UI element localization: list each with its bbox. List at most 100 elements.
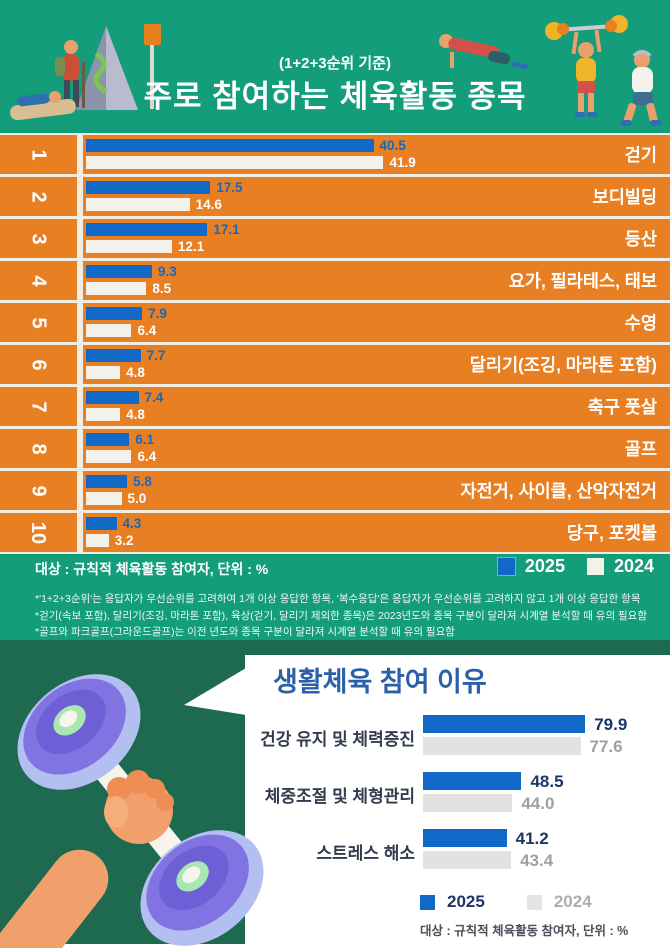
value-2024: 5.0	[127, 490, 147, 506]
category-label: 당구, 포켓볼	[566, 523, 657, 543]
hiker-yoga-illustration	[10, 24, 161, 121]
legend-swatch-2025	[497, 558, 515, 575]
bar-2024	[86, 324, 132, 337]
reason-group-2: 체중조절 및 체형관리 48.5 44.0	[0, 772, 670, 812]
category-label: 등산	[624, 229, 657, 249]
category-label: 골프	[624, 439, 657, 459]
category-label: 축구 풋살	[587, 397, 657, 417]
legend-label-2024: 2024	[613, 556, 654, 576]
bar-2024	[86, 450, 132, 463]
value-2024: 6.4	[137, 322, 157, 338]
speech-bubble-tail	[184, 668, 246, 715]
rank-badge: 2	[0, 177, 77, 216]
page-title: 주로 참여하는 체육활동 종목	[143, 79, 527, 114]
rank-row-4: 4 9.3 8.5 요가, 필라테스, 태보	[0, 261, 670, 300]
value-2024: 6.4	[137, 448, 157, 464]
value-2025: 40.5	[379, 137, 406, 153]
value-2025: 41.2	[515, 828, 549, 848]
legend-item-2025: 2025	[497, 556, 565, 577]
bar-2025	[423, 829, 507, 847]
reason-label: 건강 유지 및 체력증진	[260, 730, 415, 749]
rank-number: 10	[27, 521, 50, 544]
rank-row-9: 9 5.8 5.0 자전거, 사이클, 산악자전거	[0, 471, 670, 510]
rank-badge: 5	[0, 303, 77, 342]
rank-number: 4	[27, 274, 50, 287]
bar-2025	[86, 433, 130, 446]
chart-notes-band: 대상 : 규칙적 체육활동 참여자, 단위 : % 2025 2024 *'1+…	[0, 554, 670, 640]
bar-2025	[86, 181, 211, 194]
exercise-figures-illustration	[439, 15, 662, 126]
value-2025: 17.1	[213, 221, 240, 237]
dumbbell-hand-illustration	[0, 674, 264, 948]
bar-2025	[423, 772, 522, 790]
rank-badge: 7	[0, 387, 77, 426]
rank-badge: 4	[0, 261, 77, 300]
category-label: 수영	[624, 313, 657, 333]
bar-2025	[86, 223, 208, 236]
value-2025: 79.9	[594, 714, 628, 734]
rank-number: 2	[27, 190, 50, 203]
footnote-2: *걷기(속보 포함), 달리기(조깅, 마라톤 포함), 육상(걷기, 달리기 …	[35, 609, 648, 622]
value-2024: 8.5	[152, 280, 172, 296]
bar-2025	[423, 715, 586, 733]
header: (1+2+3순위 기준) 주로 참여하는 체육활동 종목	[0, 0, 670, 133]
rank-row-8: 8 6.1 6.4 골프	[0, 429, 670, 468]
legend-swatch-2024	[526, 894, 542, 910]
rank-row-2: 2 17.5 14.6 보디빌딩	[0, 177, 670, 216]
rank-row-7: 7 7.4 4.8 축구 풋살	[0, 387, 670, 426]
footnote-1: *'1+2+3순위'는 응답자가 우선순위를 고려하여 1개 이상 응답한 항목…	[35, 593, 641, 605]
bar-2024	[86, 534, 109, 547]
category-label: 달리기(조깅, 마라톤 포함)	[469, 355, 657, 375]
bar-2025	[86, 475, 128, 488]
bottom-chart-caption: 대상 : 규칙적 체육활동 참여자, 단위 : %	[420, 924, 629, 938]
rank-number: 8	[27, 442, 50, 455]
bar-2025	[86, 265, 153, 278]
value-2025: 9.3	[158, 263, 177, 279]
legend-item-2024: 2024	[586, 556, 654, 577]
chart-subtitle: (1+2+3순위 기준)	[279, 55, 391, 72]
reason-group-3: 스트레스 해소 41.2 43.4	[0, 829, 670, 869]
legend-label-2024: 2024	[553, 892, 592, 911]
rank-badge: 10	[0, 513, 77, 552]
legend-swatch-2025	[420, 894, 435, 910]
legend-label-2025: 2025	[447, 892, 485, 911]
bar-2025	[86, 307, 143, 320]
footnotes: *'1+2+3순위'는 응답자가 우선순위를 고려하여 1개 이상 응답한 항목…	[35, 591, 647, 641]
legend-item-2025: 2025	[420, 892, 485, 912]
value-2024: 77.6	[589, 736, 623, 756]
bar-2024	[423, 737, 581, 755]
rank-badge: 3	[0, 219, 77, 258]
value-2024: 4.8	[126, 364, 145, 380]
value-2025: 48.5	[530, 771, 564, 791]
value-2024: 44.0	[521, 793, 555, 813]
rank-number: 1	[27, 148, 50, 161]
legend-label-2025: 2025	[524, 556, 565, 576]
participation-reasons-section: 생활체육 참여 이유 건강 유지 및 체력증진 79.9 77.6 체중조절 및…	[0, 640, 670, 948]
bottom-legend: 2025 2024	[420, 892, 592, 912]
value-2024: 41.9	[389, 154, 416, 170]
legend-swatch-2024	[586, 558, 604, 575]
rank-row-1: 1 40.5 41.9 걷기	[0, 135, 670, 174]
rank-row-10: 10 4.3 3.2 당구, 포켓볼	[0, 513, 670, 552]
sports-ranking-chart: 1 40.5 41.9 걷기 2 17.5 14.6 보디빌딩 3 17.1 1…	[0, 133, 670, 554]
reason-label: 체중조절 및 체형관리	[264, 787, 415, 806]
rank-badge: 6	[0, 345, 77, 384]
rank-number: 3	[27, 232, 50, 245]
value-2025: 17.5	[216, 179, 243, 195]
rank-row-3: 3 17.1 12.1 등산	[0, 219, 670, 258]
value-2025: 7.7	[146, 347, 166, 363]
bar-2024	[86, 198, 190, 211]
bar-2025	[86, 391, 139, 404]
rank-badge: 8	[0, 429, 77, 468]
value-2024: 14.6	[195, 196, 222, 212]
value-2024: 4.8	[126, 406, 145, 422]
rank-row-5: 5 7.9 6.4 수영	[0, 303, 670, 342]
bar-2024	[86, 366, 121, 379]
rank-number: 7	[27, 400, 50, 413]
legend-item-2024: 2024	[526, 892, 592, 912]
value-2024: 12.1	[177, 238, 205, 254]
bottom-strip	[0, 944, 245, 948]
bar-2024	[86, 492, 122, 505]
value-2025: 7.9	[148, 305, 167, 321]
